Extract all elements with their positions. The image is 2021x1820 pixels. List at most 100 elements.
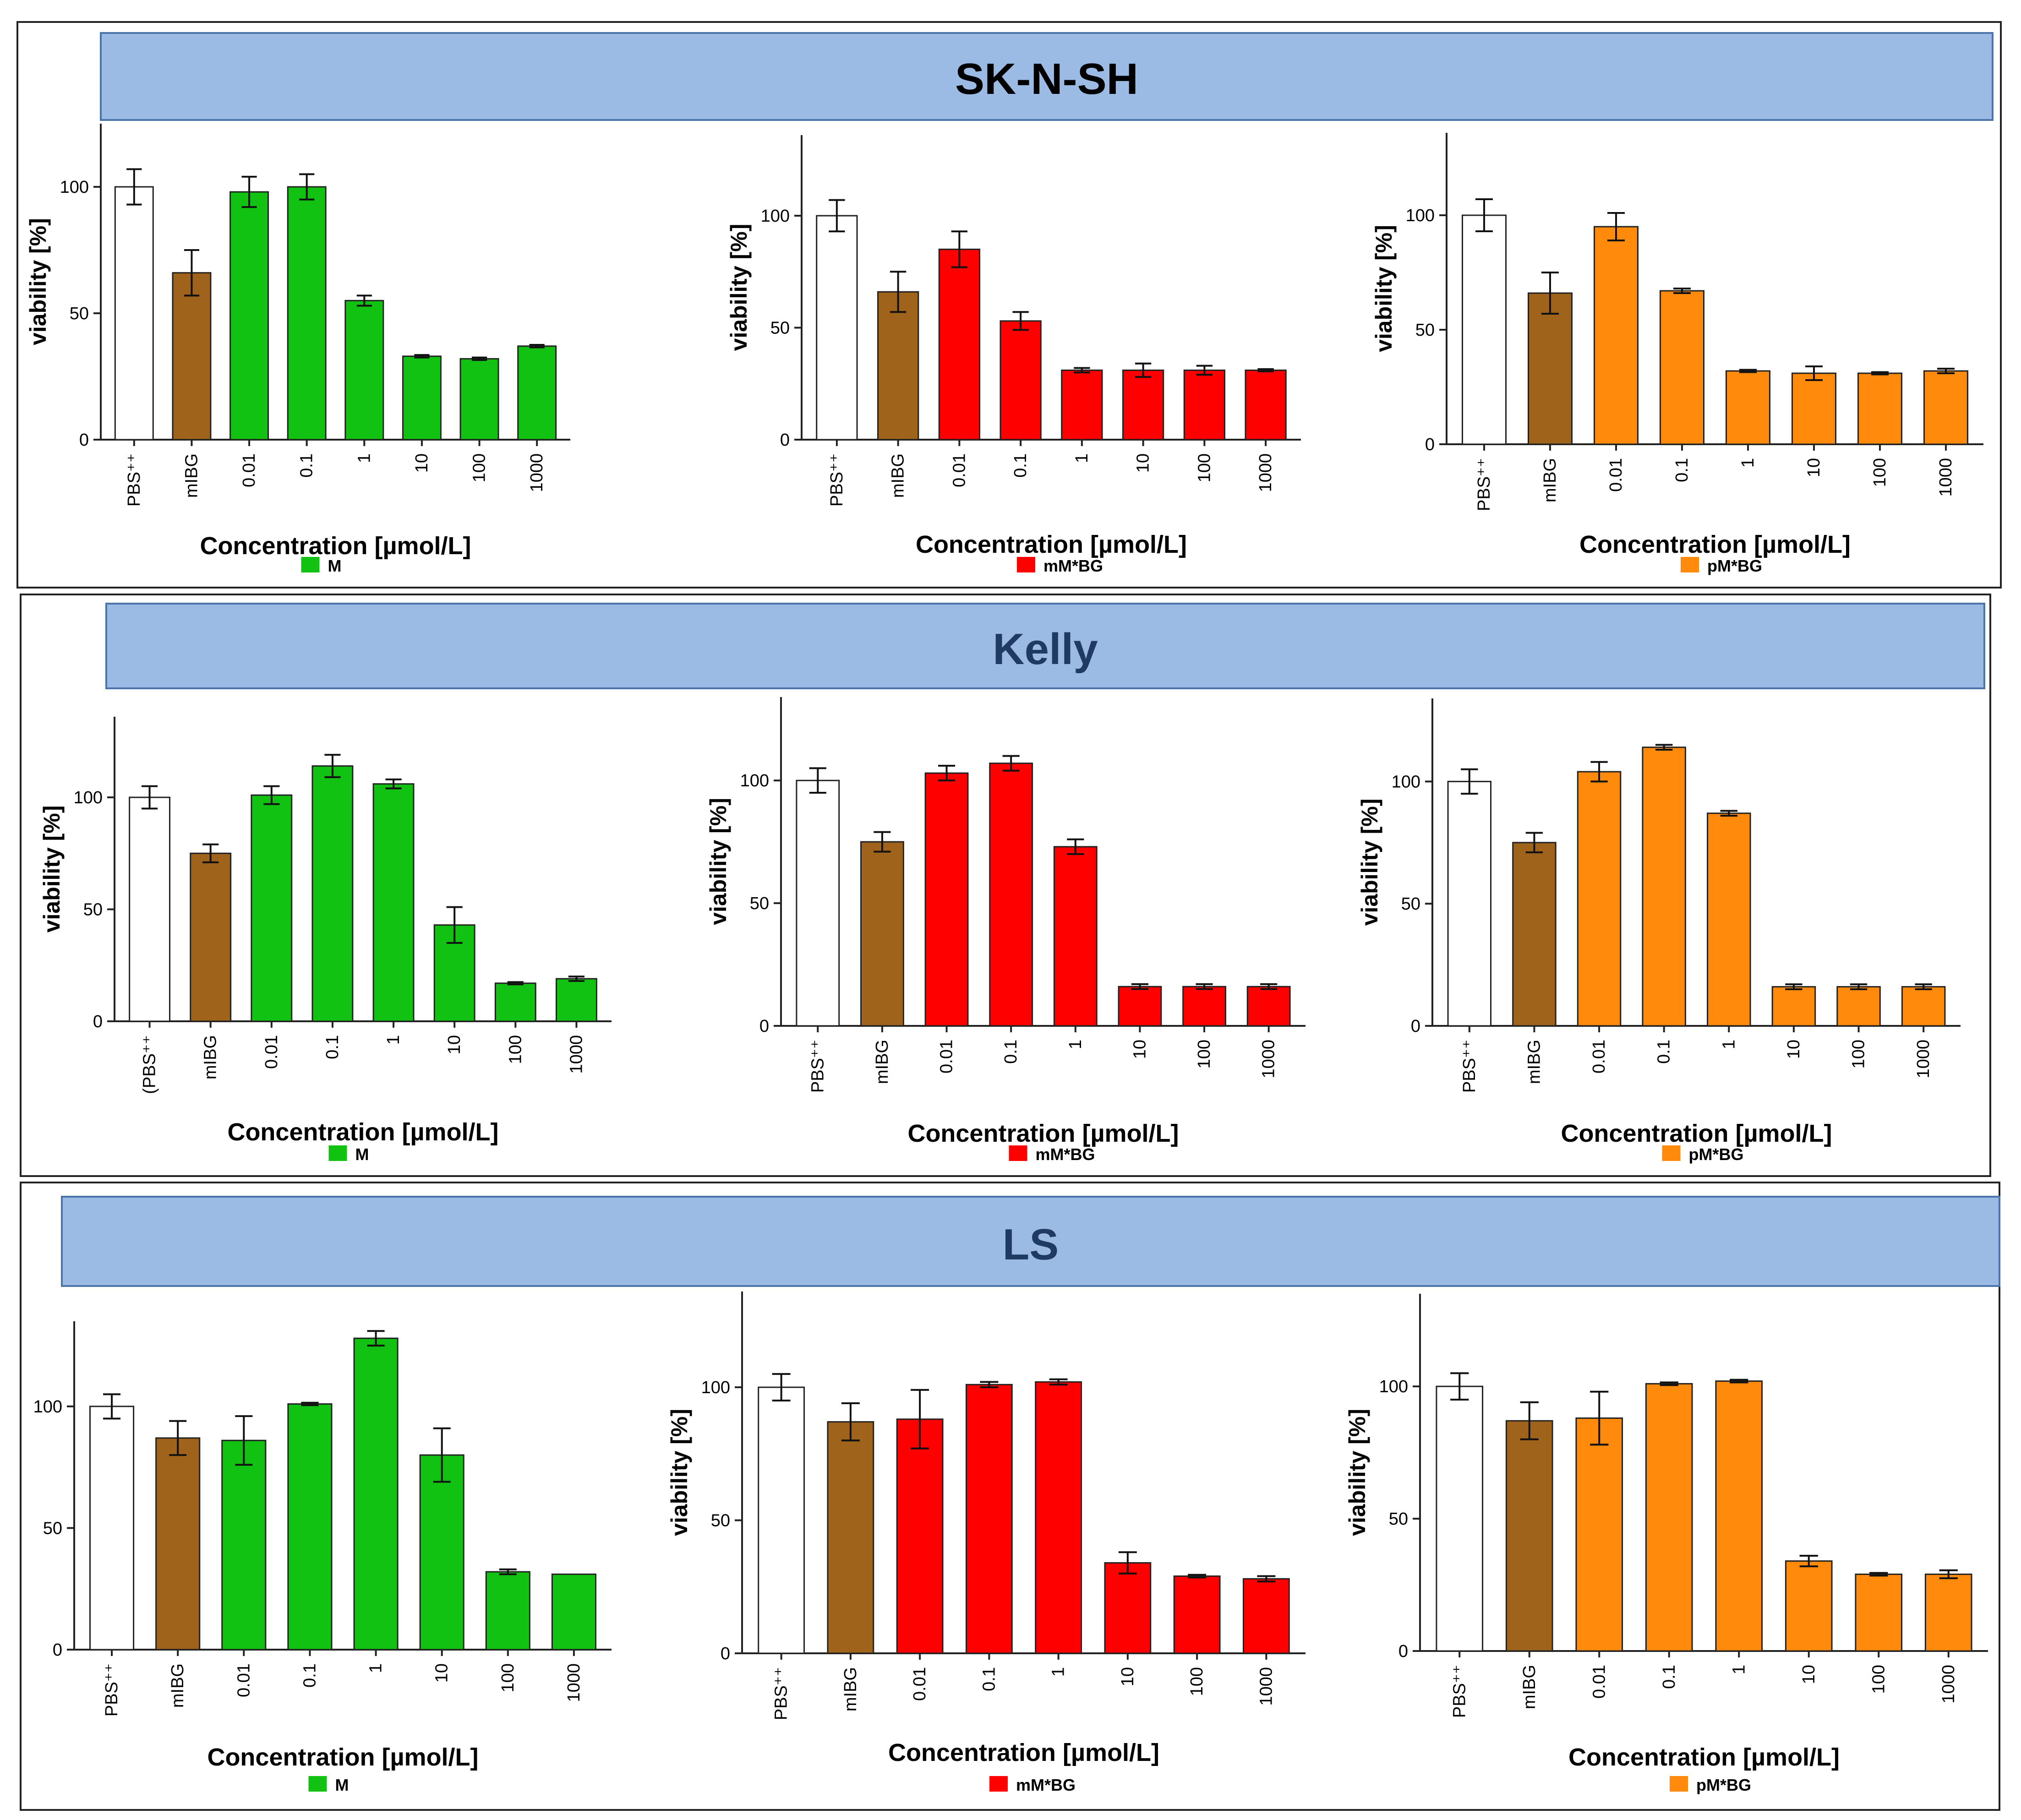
bar-mibg: [877, 291, 919, 441]
legend-label: pM*BG: [1707, 556, 1762, 575]
x-axis-label: Concentration [µmol/L]: [1561, 1120, 1832, 1147]
error-bar: [499, 1568, 517, 1575]
error-bar: [529, 344, 545, 349]
x-tick-label: PBS⁺⁺: [772, 1667, 791, 1720]
y-tick-label: 50: [750, 894, 769, 913]
x-tick-label: 10: [1784, 1040, 1803, 1059]
error-bar: [1730, 1379, 1748, 1384]
x-axis-label: Concentration [µmol/L]: [907, 1120, 1179, 1147]
x-tick-label: 0.01: [234, 1663, 253, 1697]
error-bar: [414, 354, 430, 359]
panel-banner: [100, 32, 1994, 121]
error-bar: [874, 831, 891, 853]
x-tick-label: 1: [1066, 1040, 1085, 1049]
x-tick-label: 100: [498, 1663, 518, 1692]
x-tick-label: 100: [1869, 1665, 1888, 1694]
bar-conc: [494, 982, 536, 1022]
bar-conc: [989, 763, 1033, 1027]
error-bar: [911, 1389, 929, 1449]
bar-pbs: [758, 1386, 805, 1654]
y-tick-label: 50: [83, 900, 103, 920]
error-bar: [1188, 1574, 1207, 1579]
x-tick-label: mIBG: [201, 1035, 220, 1079]
error-bar: [385, 778, 402, 790]
error-bar: [263, 785, 280, 805]
y-tick-label: 0: [1425, 435, 1435, 454]
error-bar: [141, 785, 158, 810]
error-bar: [367, 1330, 385, 1347]
bar-conc: [551, 1573, 596, 1651]
y-tick-label: 0: [53, 1640, 62, 1660]
error-bar: [1785, 983, 1803, 990]
x-tick-label: 100: [1195, 453, 1214, 482]
y-tick-label: 100: [740, 771, 769, 790]
chart-ls-m: 0 50 100 PBS⁺⁺ mIBG 0.01 0.1 1 10 100 1000 Concentr…: [33, 1321, 612, 1794]
y-tick-label: 100: [60, 178, 89, 197]
x-tick-label: 1000: [527, 453, 546, 492]
bar-conc: [344, 300, 384, 441]
bar-conc: [1659, 290, 1705, 445]
bar-pbs: [1447, 780, 1492, 1027]
error-bar: [126, 168, 142, 206]
x-axis-label: Concentration [µmol/L]: [1568, 1744, 1840, 1771]
y-tick-label: 100: [761, 207, 790, 226]
error-bar: [241, 175, 257, 208]
error-bar: [1590, 1390, 1609, 1446]
x-tick-label: 10: [445, 1035, 464, 1054]
x-tick-label: 10: [1130, 1040, 1149, 1059]
bar-conc: [1246, 986, 1291, 1027]
legend-label: pM*BG: [1689, 1145, 1744, 1164]
error-bar: [1939, 1569, 1958, 1580]
y-tick-label: 0: [1411, 1017, 1420, 1036]
y-tick-label: 50: [1415, 321, 1435, 340]
x-tick-label: 0.1: [1011, 453, 1030, 478]
x-tick-label: 1000: [1939, 1665, 1958, 1704]
bar-conc: [1061, 369, 1103, 441]
chart-sknsh-m: 0 50 100 PBS⁺⁺ mIBG 0.01 0.1 1 10 100 1000 viabilit…: [25, 124, 570, 575]
y-tick-label: 50: [711, 1511, 730, 1531]
y-axis-label: viability [%]: [1344, 1409, 1370, 1536]
x-tick-label: 1: [1729, 1665, 1748, 1674]
x-tick-label: mIBG: [168, 1663, 187, 1708]
error-bar: [471, 356, 487, 361]
y-tick-label: 100: [33, 1397, 62, 1417]
panel-banner: [105, 603, 1985, 689]
bar-mibg: [860, 841, 904, 1027]
panel-frame: [20, 1182, 2000, 1811]
panel-title: LS: [1003, 1220, 1059, 1269]
bar-conc: [1645, 1383, 1693, 1652]
bar-conc: [1593, 226, 1639, 445]
y-tick-label: 50: [770, 319, 790, 338]
x-tick-label: 100: [1849, 1040, 1868, 1068]
error-bar: [1805, 365, 1823, 381]
bar-conc: [485, 1571, 530, 1651]
x-tick-label: 1: [1072, 453, 1092, 463]
error-bar: [446, 906, 463, 944]
legend-swatch: [328, 1145, 347, 1161]
error-bar: [1118, 1551, 1137, 1575]
bar-conc: [1183, 369, 1226, 441]
x-tick-label: 0.01: [1606, 458, 1626, 492]
x-tick-label: 0.01: [937, 1040, 956, 1073]
bar-conc: [402, 355, 442, 441]
x-tick-label: PBS⁺⁺: [102, 1663, 121, 1716]
bar-conc: [287, 186, 327, 441]
bar-conc: [251, 794, 293, 1022]
bar-pbs: [796, 779, 840, 1027]
bar-mibg: [1512, 842, 1557, 1027]
x-tick-label: 1: [1049, 1667, 1068, 1677]
legend-label: mM*BG: [1043, 556, 1103, 575]
bar-conc: [1785, 1560, 1833, 1652]
panel-frame: [20, 594, 1991, 1177]
bar-conc: [229, 191, 269, 441]
panel-title: SK-N-SH: [955, 54, 1138, 104]
x-tick-label: 0.1: [323, 1035, 342, 1059]
bar-conc: [896, 1418, 944, 1654]
bar-conc: [517, 345, 557, 441]
chart-ls-mm: 0 50 100 PBS⁺⁺ mIBG 0.01 0.1 1 10 100 1000 viabilit…: [666, 1291, 1305, 1794]
legend-swatch: [1662, 1145, 1681, 1161]
error-bar: [1590, 761, 1608, 783]
error-bar: [1541, 272, 1559, 315]
x-tick-label: 1000: [1914, 1040, 1933, 1079]
